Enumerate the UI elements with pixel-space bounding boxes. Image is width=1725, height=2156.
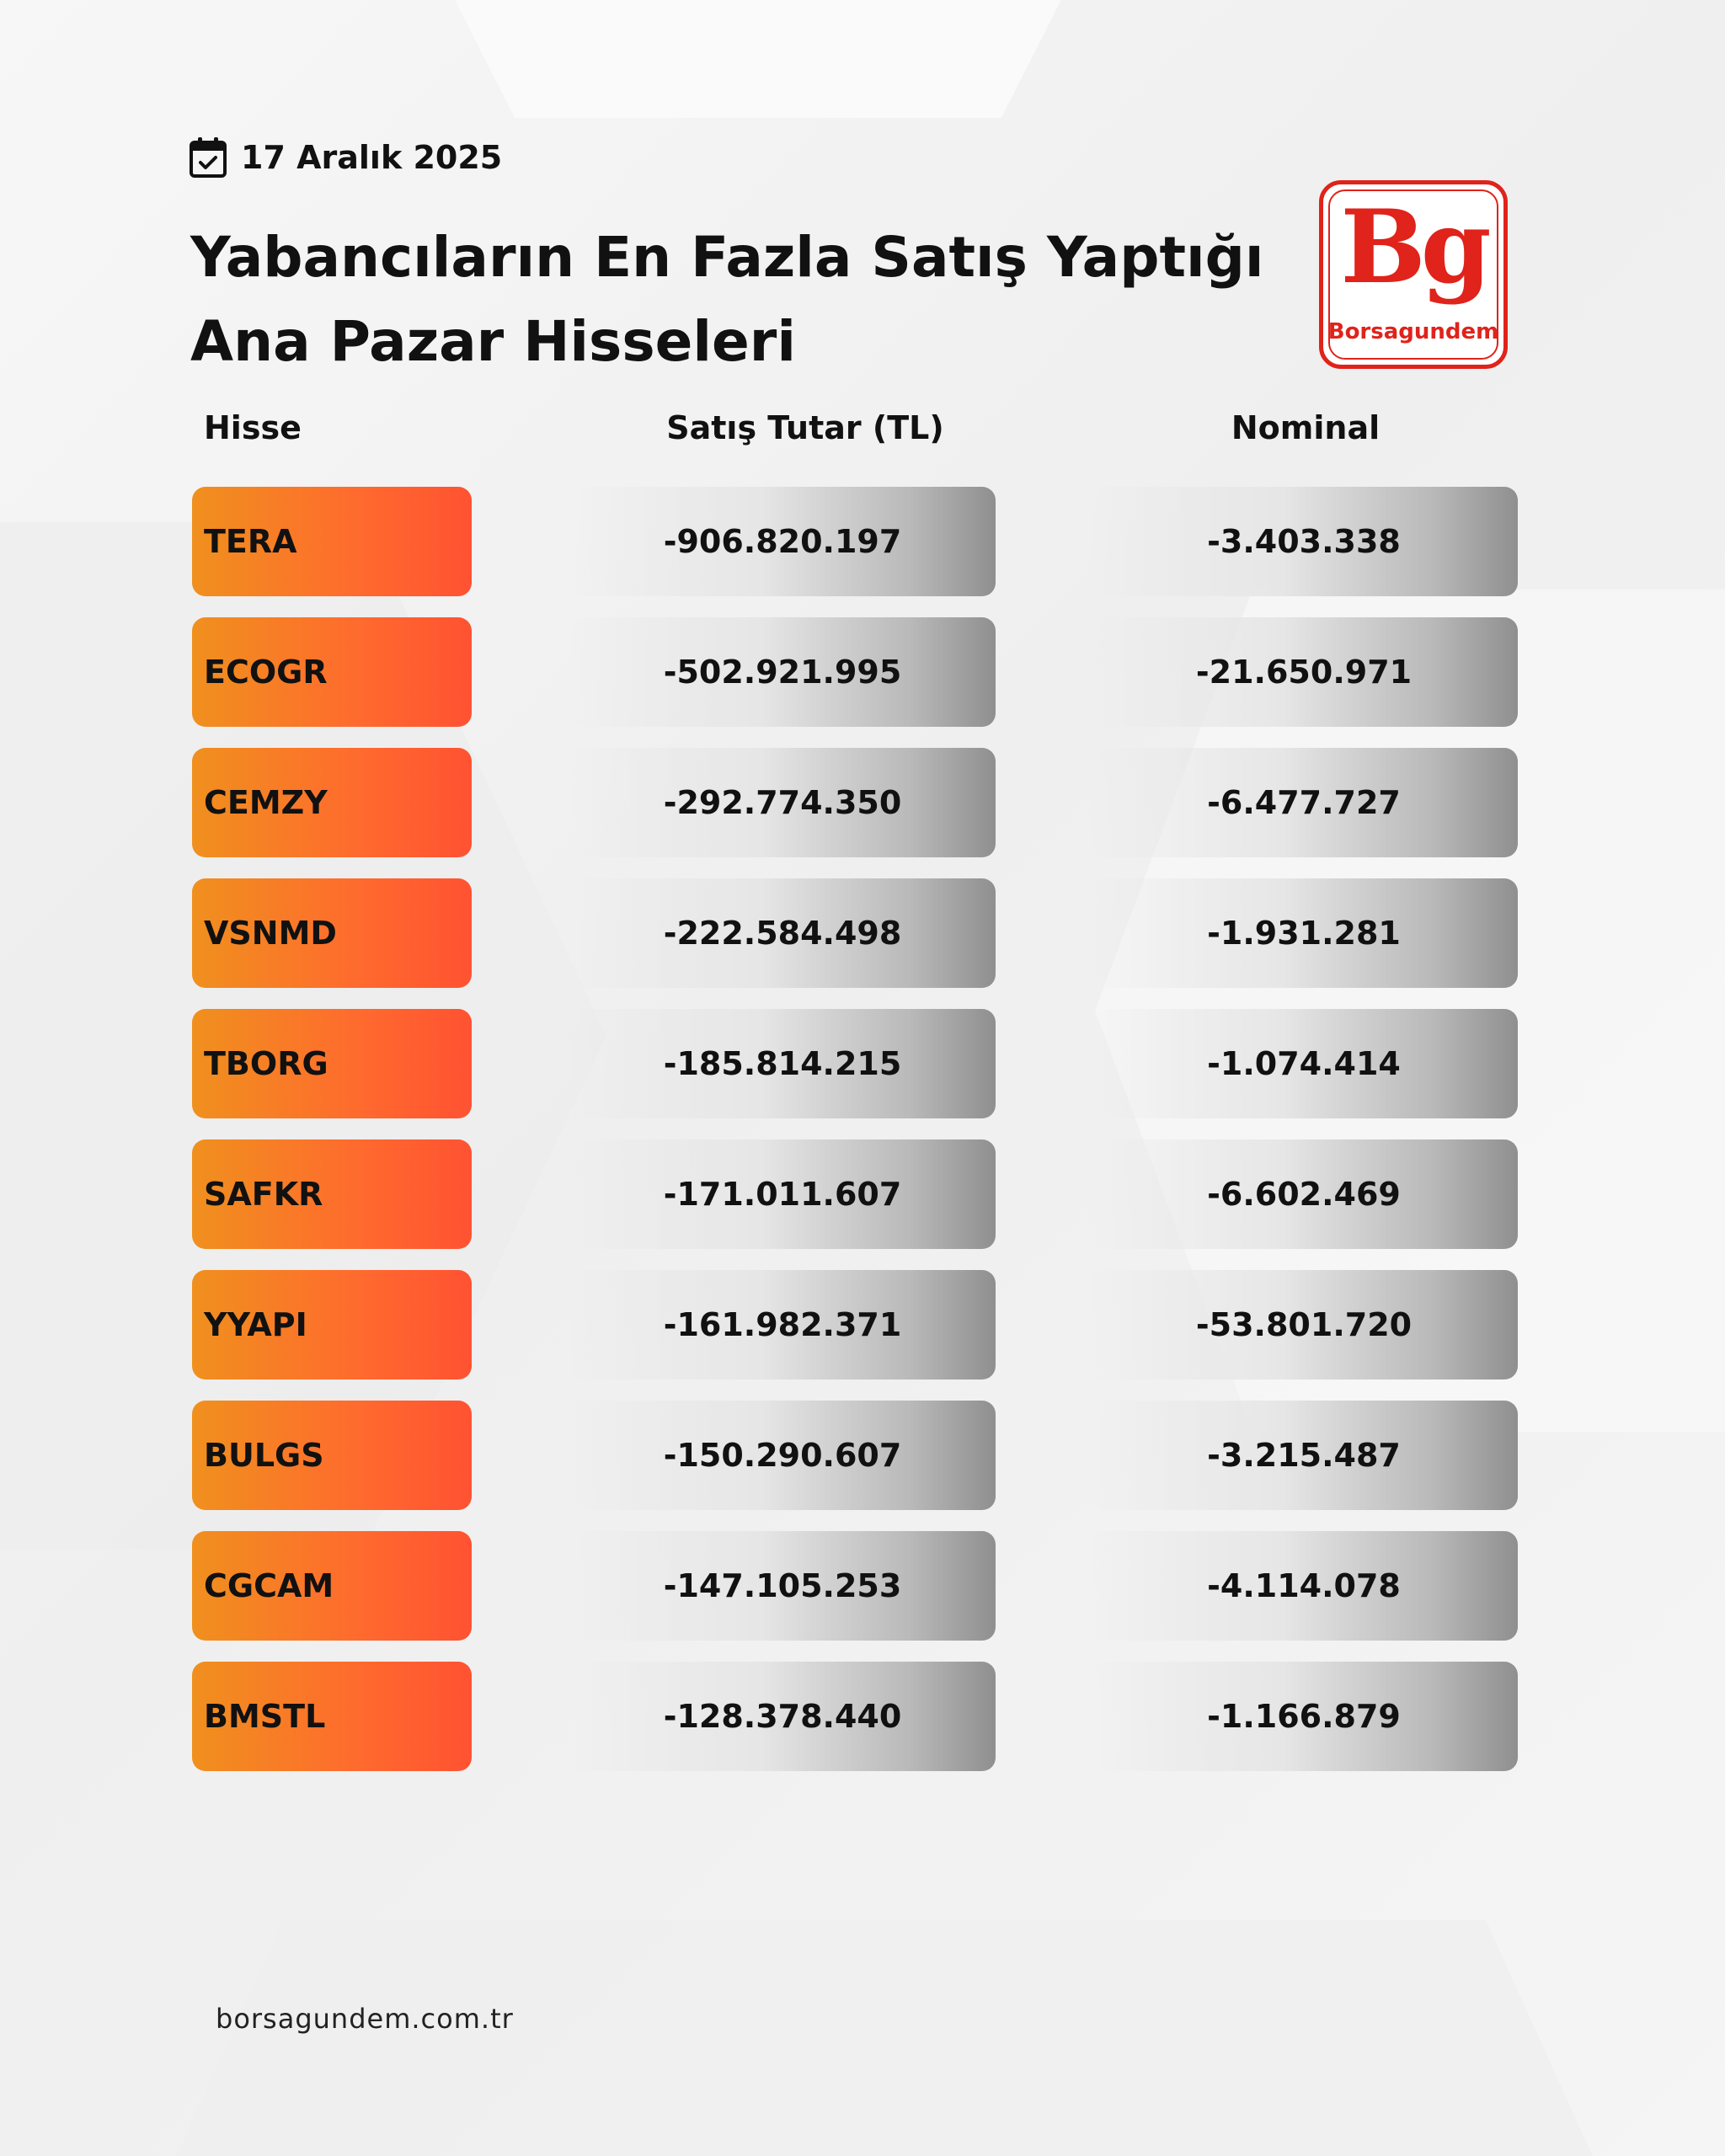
background-facet [438, 0, 1078, 118]
table-row: YYAPI -161.982.371 -53.801.720 [0, 1270, 1725, 1380]
ticker-cell: ECOGR [192, 617, 472, 727]
title-line-1: Yabancıların En Fazla Satış Yaptığı [190, 225, 1264, 290]
nominal-cell: -1.931.281 [1090, 878, 1518, 988]
sales-amount-cell: -906.820.197 [569, 487, 996, 596]
page-title: Yabancıların En Fazla Satış Yaptığı Ana … [190, 216, 1285, 384]
sales-amount-cell: -502.921.995 [569, 617, 996, 727]
sales-amount-value: -161.982.371 [663, 1306, 902, 1343]
calendar-check-icon [190, 137, 227, 178]
date-row: 17 Aralık 2025 [189, 136, 502, 179]
nominal-value: -3.215.487 [1207, 1437, 1401, 1474]
nominal-cell: -6.602.469 [1090, 1139, 1518, 1249]
footer-url[interactable]: borsagundem.com.tr [216, 2003, 514, 2035]
nominal-value: -1.166.879 [1207, 1698, 1401, 1735]
ticker-cell: VSNMD [192, 878, 472, 988]
ticker-cell: YYAPI [192, 1270, 472, 1380]
table-row: CGCAM -147.105.253 -4.114.078 [0, 1531, 1725, 1641]
nominal-cell: -3.403.338 [1090, 487, 1518, 596]
nominal-value: -4.114.078 [1207, 1567, 1401, 1604]
nominal-cell: -4.114.078 [1090, 1531, 1518, 1641]
table-row: TBORG -185.814.215 -1.074.414 [0, 1009, 1725, 1118]
nominal-value: -3.403.338 [1207, 523, 1401, 560]
nominal-cell: -1.074.414 [1090, 1009, 1518, 1118]
table-row: BULGS -150.290.607 -3.215.487 [0, 1401, 1725, 1510]
table-row: VSNMD -222.584.498 -1.931.281 [0, 878, 1725, 988]
ticker-cell: BULGS [192, 1401, 472, 1510]
sales-amount-cell: -292.774.350 [569, 748, 996, 857]
nominal-value: -1.074.414 [1207, 1045, 1401, 1082]
nominal-value: -53.801.720 [1195, 1306, 1413, 1343]
nominal-cell: -21.650.971 [1090, 617, 1518, 727]
sales-amount-cell: -185.814.215 [569, 1009, 996, 1118]
column-header-nominal: Nominal [1231, 409, 1381, 446]
table-row: SAFKR -171.011.607 -6.602.469 [0, 1139, 1725, 1249]
sales-amount-value: -185.814.215 [663, 1045, 902, 1082]
column-header-hisse: Hisse [204, 409, 302, 446]
nominal-cell: -53.801.720 [1090, 1270, 1518, 1380]
nominal-cell: -1.166.879 [1090, 1662, 1518, 1771]
table-row: ECOGR -502.921.995 -21.650.971 [0, 617, 1725, 727]
background-facet [168, 1920, 1600, 2156]
sales-amount-cell: -128.378.440 [569, 1662, 996, 1771]
ticker-cell: SAFKR [192, 1139, 472, 1249]
ticker-cell: TBORG [192, 1009, 472, 1118]
sales-amount-value: -128.378.440 [663, 1698, 902, 1735]
logo-mark: Bg [1340, 188, 1491, 307]
sales-amount-cell: -161.982.371 [569, 1270, 996, 1380]
logo-wordmark: Borsagundem [1327, 319, 1499, 344]
logo-inner-border [1328, 189, 1498, 360]
column-header-satis: Satış Tutar (TL) [666, 409, 944, 446]
table-row: TERA -906.820.197 -3.403.338 [0, 487, 1725, 596]
table-row: BMSTL -128.378.440 -1.166.879 [0, 1662, 1725, 1771]
sales-amount-value: -502.921.995 [663, 654, 902, 691]
sales-amount-cell: -171.011.607 [569, 1139, 996, 1249]
sales-amount-value: -171.011.607 [663, 1176, 902, 1213]
nominal-value: -1.931.281 [1207, 915, 1401, 952]
title-line-2: Ana Pazar Hisseleri [190, 309, 796, 374]
ticker-cell: CEMZY [192, 748, 472, 857]
date-label: 17 Aralık 2025 [241, 139, 503, 176]
ticker-cell: TERA [192, 487, 472, 596]
sales-amount-value: -292.774.350 [663, 784, 902, 821]
ticker-cell: CGCAM [192, 1531, 472, 1641]
nominal-value: -21.650.971 [1195, 654, 1413, 691]
nominal-value: -6.477.727 [1207, 784, 1401, 821]
sales-amount-value: -147.105.253 [663, 1567, 902, 1604]
sales-amount-value: -222.584.498 [663, 915, 902, 952]
table-row: CEMZY -292.774.350 -6.477.727 [0, 748, 1725, 857]
sales-amount-value: -906.820.197 [663, 523, 902, 560]
sales-amount-cell: -222.584.498 [569, 878, 996, 988]
nominal-cell: -6.477.727 [1090, 748, 1518, 857]
sales-amount-cell: -150.290.607 [569, 1401, 996, 1510]
borsagundem-logo: Bg Borsagundem [1319, 180, 1508, 369]
ticker-cell: BMSTL [192, 1662, 472, 1771]
sales-amount-value: -150.290.607 [663, 1437, 902, 1474]
nominal-value: -6.602.469 [1207, 1176, 1401, 1213]
sales-amount-cell: -147.105.253 [569, 1531, 996, 1641]
nominal-cell: -3.215.487 [1090, 1401, 1518, 1510]
